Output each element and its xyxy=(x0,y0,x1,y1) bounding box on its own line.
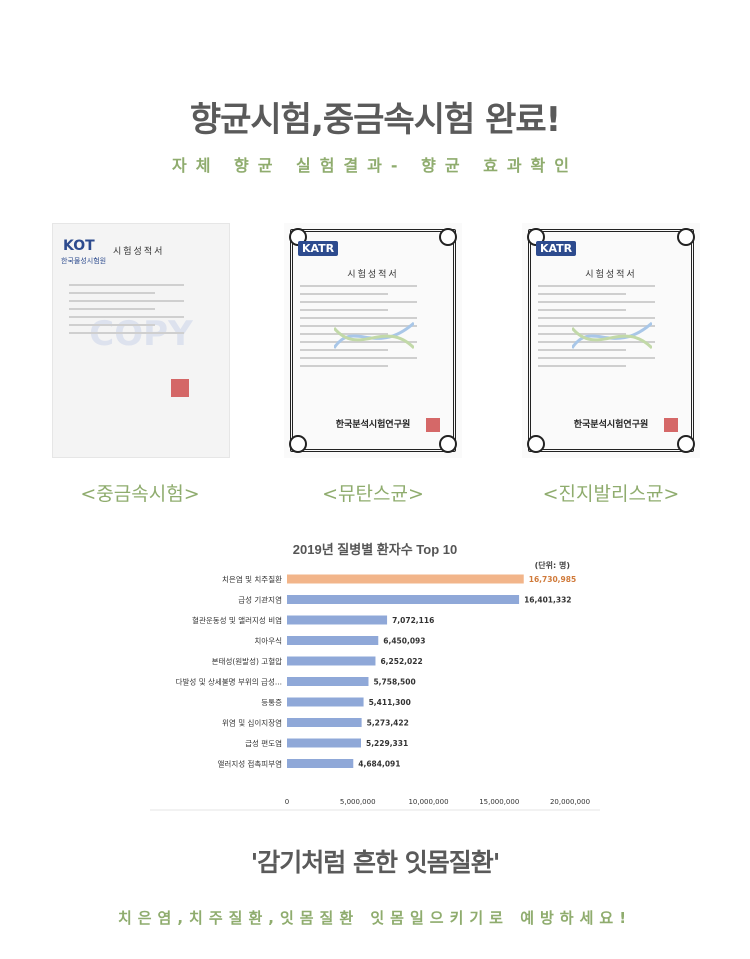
wave-watermark xyxy=(334,321,414,350)
bar xyxy=(287,574,524,584)
slogan-text: '감기처럼 흔한 잇몸질환' xyxy=(250,848,501,877)
data-label: 16,401,332 xyxy=(524,596,571,605)
katr-logo: KATR xyxy=(298,241,339,256)
footer-text: 치은염,치주질환,잇몸질환 잇몸일으키기로 예방하세요! xyxy=(117,909,633,927)
certificate-text-lines xyxy=(300,285,446,373)
bar xyxy=(287,738,361,748)
mutans-certificate-image: KATR 시험성적서 한국분석시험연구원 xyxy=(284,223,462,458)
data-label: 5,273,422 xyxy=(367,719,409,728)
certificate-organization: 한국분석시험연구원 xyxy=(335,420,411,430)
category-label: 급성 기관지염 xyxy=(238,595,282,605)
x-tick-label: 0 xyxy=(285,798,289,806)
category-label: 치아우식 xyxy=(254,636,282,646)
certificate-title: 시험성적서 xyxy=(113,247,165,257)
bar xyxy=(287,636,379,645)
data-label: 5,229,331 xyxy=(366,739,408,748)
mutans-test-label: <뮤탄스균> xyxy=(322,483,424,505)
red-seal-stamp xyxy=(664,418,678,432)
data-label: 5,411,300 xyxy=(369,698,411,707)
certificate-text-lines xyxy=(69,284,213,340)
copy-watermark: COPY xyxy=(89,314,193,354)
category-label: 위염 및 십이지장염 xyxy=(222,718,282,728)
data-label: 16,730,985 xyxy=(529,575,576,584)
x-tick-label: 15,000,000 xyxy=(479,798,519,806)
red-seal-stamp xyxy=(426,418,440,432)
category-label: 등통증 xyxy=(261,698,282,707)
heavy-metal-certificate-image: KOT 한국물성시험원 시험성적서 COPY xyxy=(52,223,230,458)
data-label: 4,684,091 xyxy=(358,760,400,769)
category-label: 다발성 및 상세불명 부위의 급성... xyxy=(176,677,282,687)
page-subheadline: 자체 향균 실험결과- 향균 효과확인 xyxy=(171,156,578,175)
data-label: 5,758,500 xyxy=(373,678,415,687)
bar xyxy=(287,697,364,707)
data-label: 6,252,022 xyxy=(380,657,422,666)
bar xyxy=(287,656,376,666)
page-headline: 향균시험,중금속시험 완료! xyxy=(189,100,561,140)
category-label: 치은염 및 치주질환 xyxy=(222,574,282,584)
category-label: 앨러지성 접촉피부염 xyxy=(218,759,282,769)
x-tick-label: 20,000,000 xyxy=(550,798,590,806)
gingivalis-certificate-image: KATR 시험성적서 한국분석시험연구원 xyxy=(522,223,700,458)
red-seal-stamp xyxy=(171,379,189,397)
x-tick-label: 10,000,000 xyxy=(408,798,448,806)
kot-logo: KOT xyxy=(63,238,95,254)
certificate-frame xyxy=(289,228,457,453)
kot-logo-subtitle: 한국물성시험원 xyxy=(61,257,107,265)
patients-bar-chart: 2019년 질병별 환자수 Top 10 (단위: 명) 치은염 및 치주질환 16,… xyxy=(150,530,600,815)
bar xyxy=(287,615,388,625)
bar xyxy=(287,677,369,686)
category-label: 혈관운동성 및 앨러지성 비염 xyxy=(192,615,282,625)
certificate-text-lines xyxy=(538,285,684,373)
bar xyxy=(287,718,362,727)
data-label: 6,450,093 xyxy=(383,637,425,646)
certificate-frame xyxy=(527,228,695,453)
heavy-metal-test-label: <중금속시험> xyxy=(80,483,200,505)
bar xyxy=(287,759,354,768)
wave-watermark xyxy=(572,321,652,350)
certificate-organization: 한국분석시험연구원 xyxy=(573,420,649,430)
bar xyxy=(287,595,520,604)
chart-unit-label: (단위: 명) xyxy=(535,560,570,570)
bar-chart-svg: 2019년 질병별 환자수 Top 10 (단위: 명) 치은염 및 치주질환 16,… xyxy=(150,542,600,811)
data-label: 7,072,116 xyxy=(392,616,434,625)
chart-title: 2019년 질병별 환자수 Top 10 xyxy=(293,542,457,557)
gingivalis-test-label: <진지발리스균> xyxy=(542,483,680,505)
category-label: 본태성(원발성) 고혈압 xyxy=(212,656,282,666)
certificate-title: 시험성적서 xyxy=(585,270,637,280)
x-tick-label: 5,000,000 xyxy=(340,798,376,806)
category-label: 급성 편도염 xyxy=(245,738,282,748)
certificate-title: 시험성적서 xyxy=(347,270,399,280)
katr-logo: KATR xyxy=(536,241,577,256)
